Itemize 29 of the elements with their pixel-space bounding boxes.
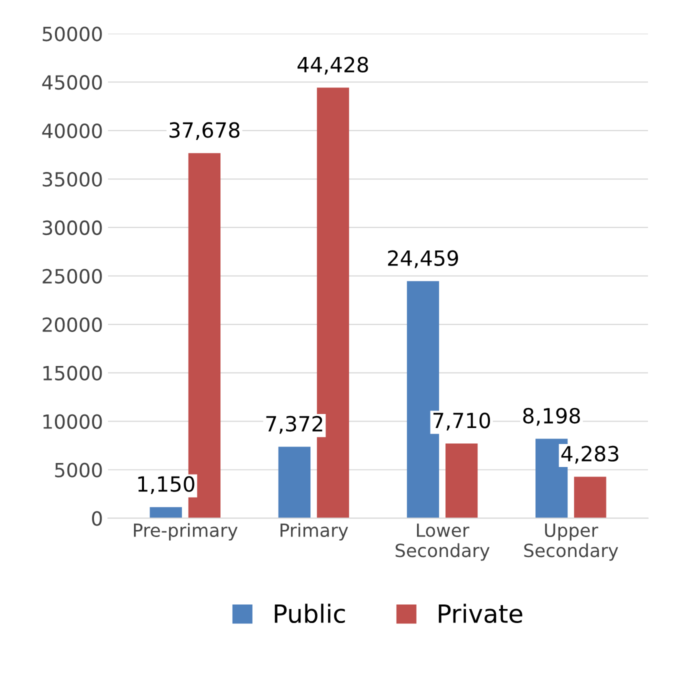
y-tick-label: 45000	[42, 75, 102, 90]
data-label: 24,459	[388, 250, 458, 268]
bar	[150, 507, 182, 518]
y-tick-label: 5000	[55, 462, 102, 478]
y-tick-label: 40000	[42, 124, 102, 138]
y-tick-label: 15000	[43, 366, 102, 381]
bar	[446, 443, 478, 518]
bar	[278, 446, 310, 518]
x-tick-label: Primary	[280, 523, 348, 541]
legend-label: Private	[438, 604, 522, 624]
data-label: 8,198	[523, 408, 580, 426]
data-label: 44,428	[298, 56, 368, 75]
y-tick-label: 10000	[43, 414, 102, 429]
y-tick-label: 50000	[42, 26, 102, 42]
y-tick-label: 0	[92, 511, 102, 526]
y-tick-label: 35000	[42, 172, 102, 187]
y-tick-label: 25000	[42, 268, 102, 284]
data-label: 1,150	[138, 476, 194, 494]
x-tick-label: Upper Secondary	[524, 524, 618, 561]
x-tick-label: Lower Secondary	[396, 524, 490, 561]
bar	[574, 476, 606, 518]
y-tick-label: 30000	[42, 220, 102, 236]
y-tick-label: 20000	[42, 317, 102, 332]
legend-label: Public	[274, 604, 345, 624]
data-label: 37,678	[170, 122, 240, 140]
data-label: 7,372	[266, 416, 322, 434]
data-label: 7,710	[433, 412, 490, 430]
x-tick-label: Pre-primary	[134, 523, 238, 541]
data-label: 4,283	[561, 446, 618, 464]
